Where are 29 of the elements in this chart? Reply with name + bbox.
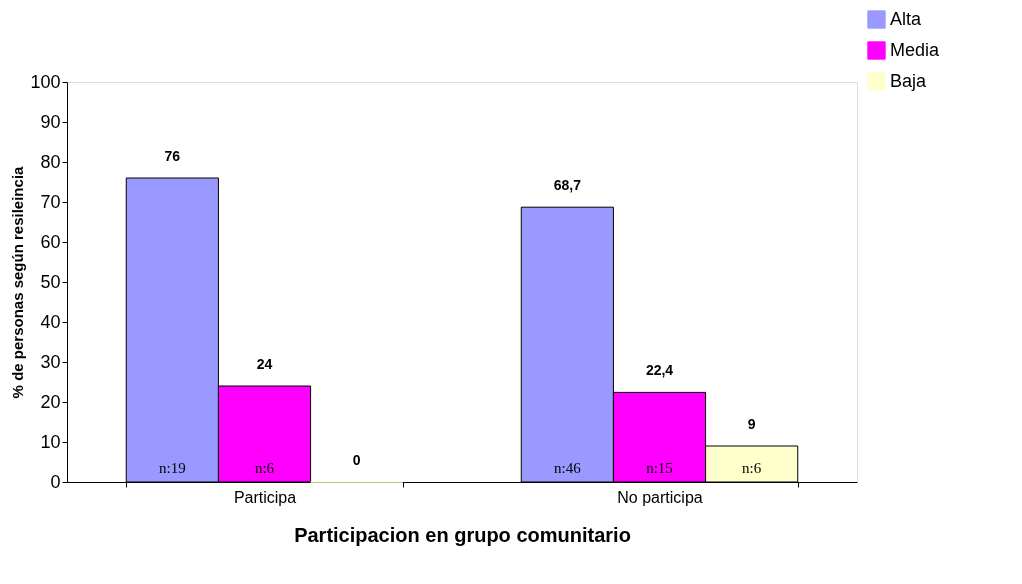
y-tick-label: 70 <box>40 191 61 212</box>
data-label: 22,4 <box>645 362 674 379</box>
y-tick-label: 90 <box>40 111 61 132</box>
annotation: n:19 <box>159 460 186 476</box>
y-tick-label: 0 <box>50 471 61 492</box>
y-tick-label: 20 <box>40 391 61 412</box>
legend-label: Alta <box>890 8 923 29</box>
legend-label: Media <box>890 39 941 60</box>
annotation: n:46 <box>554 460 582 476</box>
data-label: 76 <box>164 148 181 164</box>
y-axis-title: % de personas según resileincia <box>9 165 27 399</box>
data-label: 9 <box>747 416 756 432</box>
data-label: 68,7 <box>553 177 582 194</box>
y-tick-label: 50 <box>40 271 61 292</box>
data-label: 0 <box>352 452 361 468</box>
y-tick-label: 40 <box>40 311 61 332</box>
x-tick-label: Participa <box>233 488 297 506</box>
annotation: n:15 <box>646 460 673 476</box>
x-axis-title: Participacion en grupo comunitario <box>294 523 631 546</box>
annotation: n:6 <box>254 460 275 476</box>
y-tick-label: 60 <box>40 231 61 252</box>
y-tick-label: 80 <box>40 151 61 172</box>
y-tick-label: 100 <box>30 71 61 92</box>
data-label: 24 <box>256 356 273 372</box>
x-tick-label: No participa <box>617 488 703 506</box>
annotation: n:6 <box>742 460 762 476</box>
legend-label: Baja <box>890 70 928 91</box>
y-tick-label: 10 <box>40 431 61 452</box>
y-tick-label: 30 <box>40 351 61 372</box>
